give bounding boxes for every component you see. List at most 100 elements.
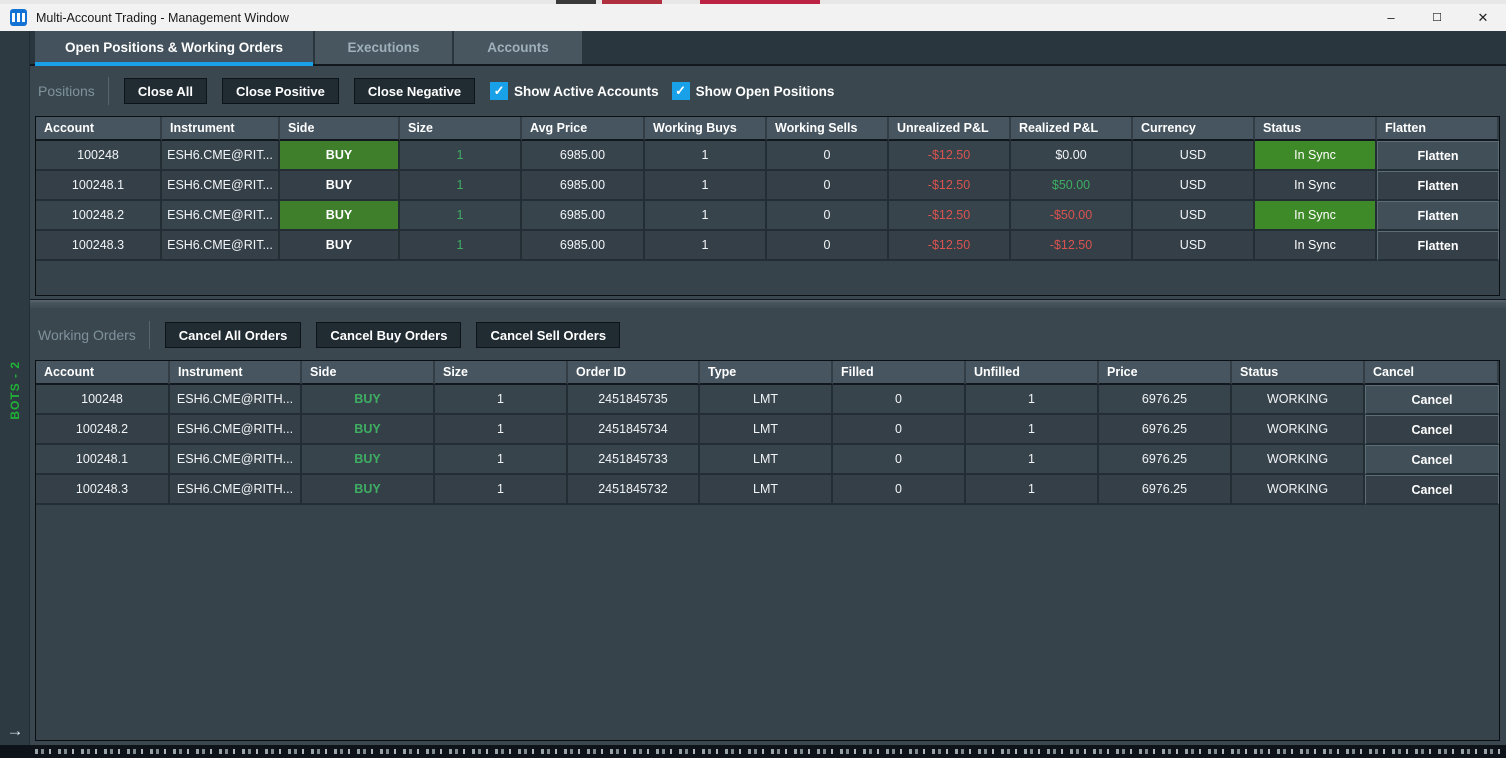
column-header-account[interactable]: Account [36, 361, 170, 385]
window-title: Multi-Account Trading - Management Windo… [36, 10, 289, 25]
positions-row[interactable]: 100248.1 ESH6.CME@RIT... BUY 1 6985.00 1 0 -$12… [36, 171, 1499, 201]
cell-avg-price: 6985.00 [522, 231, 645, 261]
column-header-type[interactable]: Type [700, 361, 833, 385]
cell-status: WORKING [1232, 475, 1365, 505]
window-controls: – ☐ ✕ [1368, 4, 1506, 31]
column-header-side[interactable]: Side [302, 361, 435, 385]
column-header-unrealized-p-l[interactable]: Unrealized P&L [889, 117, 1011, 141]
divider [107, 77, 109, 105]
cell-filled: 0 [833, 445, 966, 475]
cancel-button[interactable]: Cancel [1365, 445, 1499, 475]
expand-arrow-icon[interactable]: → [6, 721, 24, 740]
cell-size: 1 [435, 415, 568, 445]
cancel-all-orders-button[interactable]: Cancel All Orders [164, 322, 302, 348]
positions-row[interactable]: 100248.2 ESH6.CME@RIT... BUY 1 6985.00 1 0 -$12… [36, 201, 1499, 231]
divider [148, 321, 150, 349]
left-rail: BOTS - 2 → [0, 31, 30, 745]
working-order-row[interactable]: 100248 ESH6.CME@RITH... BUY 1 2451845735 LMT 0… [36, 385, 1499, 415]
close-negative-button[interactable]: Close Negative [353, 78, 476, 104]
cell-account: 100248 [36, 385, 170, 415]
flatten-button[interactable]: Flatten [1377, 141, 1499, 171]
clipped-pixels [556, 0, 596, 4]
cell-avg-price: 6985.00 [522, 141, 645, 171]
column-header-working-buys[interactable]: Working Buys [645, 117, 767, 141]
clipped-pixels [700, 0, 820, 4]
cell-filled: 0 [833, 475, 966, 505]
column-header-price[interactable]: Price [1099, 361, 1232, 385]
close-all-button[interactable]: Close All [123, 78, 207, 104]
rail-bots-label: BOTS - 2 [7, 361, 22, 420]
cell-type: LMT [700, 415, 833, 445]
cell-realized-pl: -$12.50 [1011, 231, 1133, 261]
column-header-unfilled[interactable]: Unfilled [966, 361, 1099, 385]
column-header-flatten[interactable]: Flatten [1377, 117, 1499, 141]
cell-price: 6976.25 [1099, 415, 1232, 445]
cell-side: BUY [302, 445, 435, 475]
cancel-sell-orders-button[interactable]: Cancel Sell Orders [476, 322, 621, 348]
cell-unrealized-pl: -$12.50 [889, 201, 1011, 231]
flatten-button[interactable]: Flatten [1377, 231, 1499, 261]
column-header-size[interactable]: Size [400, 117, 522, 141]
cancel-button[interactable]: Cancel [1365, 415, 1499, 445]
main-content: Open Positions & Working Orders Executio… [30, 31, 1506, 745]
cell-side: BUY [280, 201, 400, 231]
positions-table-body: 100248 ESH6.CME@RIT... BUY 1 6985.00 1 0 -$12.5… [36, 141, 1499, 261]
cell-account: 100248.1 [36, 445, 170, 475]
cell-realized-pl: $0.00 [1011, 141, 1133, 171]
tab-open-positions-working-orders[interactable]: Open Positions & Working Orders [35, 31, 313, 66]
cell-side: BUY [280, 141, 400, 171]
cancel-button[interactable]: Cancel [1365, 475, 1499, 505]
cell-status: WORKING [1232, 415, 1365, 445]
column-header-avg-price[interactable]: Avg Price [522, 117, 645, 141]
tab-executions[interactable]: Executions [315, 31, 452, 64]
cell-realized-pl: -$50.00 [1011, 201, 1133, 231]
minimize-button[interactable]: – [1387, 10, 1395, 25]
positions-row[interactable]: 100248.3 ESH6.CME@RIT... BUY 1 6985.00 1 0 -$12… [36, 231, 1499, 261]
cell-instrument: ESH6.CME@RIT... [162, 201, 280, 231]
cell-status: WORKING [1232, 385, 1365, 415]
cell-working-sells: 0 [767, 201, 889, 231]
column-header-status[interactable]: Status [1232, 361, 1365, 385]
positions-row[interactable]: 100248 ESH6.CME@RIT... BUY 1 6985.00 1 0 -$12.5… [36, 141, 1499, 171]
positions-toolbar: Positions Close All Close Positive Close… [35, 66, 1500, 116]
column-header-currency[interactable]: Currency [1133, 117, 1255, 141]
close-positive-button[interactable]: Close Positive [221, 78, 339, 104]
column-header-order-id[interactable]: Order ID [568, 361, 700, 385]
cell-status: In Sync [1255, 201, 1377, 231]
working-orders-toolbar: Working Orders Cancel All Orders Cancel … [35, 310, 1500, 360]
column-header-instrument[interactable]: Instrument [162, 117, 280, 141]
cell-size: 1 [435, 385, 568, 415]
checkbox-check-icon: ✓ [671, 82, 690, 100]
cell-side: BUY [302, 415, 435, 445]
show-active-accounts-checkbox[interactable]: ✓ Show Active Accounts [490, 82, 659, 100]
column-header-account[interactable]: Account [36, 117, 162, 141]
maximize-button[interactable]: ☐ [1432, 12, 1442, 24]
column-header-side[interactable]: Side [280, 117, 400, 141]
close-button[interactable]: ✕ [1477, 9, 1489, 25]
column-header-working-sells[interactable]: Working Sells [767, 117, 889, 141]
working-order-row[interactable]: 100248.2 ESH6.CME@RITH... BUY 1 2451845734 LM… [36, 415, 1499, 445]
cell-avg-price: 6985.00 [522, 171, 645, 201]
cell-account: 100248.3 [36, 231, 162, 261]
cancel-button[interactable]: Cancel [1365, 385, 1499, 415]
working-order-row[interactable]: 100248.1 ESH6.CME@RITH... BUY 1 2451845733 LM… [36, 445, 1499, 475]
horizontal-splitter[interactable] [30, 299, 1506, 308]
column-header-cancel[interactable]: Cancel [1365, 361, 1499, 385]
column-header-instrument[interactable]: Instrument [170, 361, 302, 385]
column-header-status[interactable]: Status [1255, 117, 1377, 141]
tab-accounts[interactable]: Accounts [454, 31, 582, 64]
cell-status: In Sync [1255, 231, 1377, 261]
column-header-realized-p-l[interactable]: Realized P&L [1011, 117, 1133, 141]
flatten-button[interactable]: Flatten [1377, 171, 1499, 201]
cell-order-id: 2451845734 [568, 415, 700, 445]
cancel-buy-orders-button[interactable]: Cancel Buy Orders [316, 322, 462, 348]
working-order-row[interactable]: 100248.3 ESH6.CME@RITH... BUY 1 2451845732 LM… [36, 475, 1499, 505]
clipped-pixels [35, 749, 1502, 754]
positions-table-empty-area [36, 261, 1499, 295]
column-header-filled[interactable]: Filled [833, 361, 966, 385]
cell-working-sells: 0 [767, 141, 889, 171]
cell-working-sells: 0 [767, 231, 889, 261]
column-header-size[interactable]: Size [435, 361, 568, 385]
flatten-button[interactable]: Flatten [1377, 201, 1499, 231]
show-open-positions-checkbox[interactable]: ✓ Show Open Positions [671, 82, 834, 100]
